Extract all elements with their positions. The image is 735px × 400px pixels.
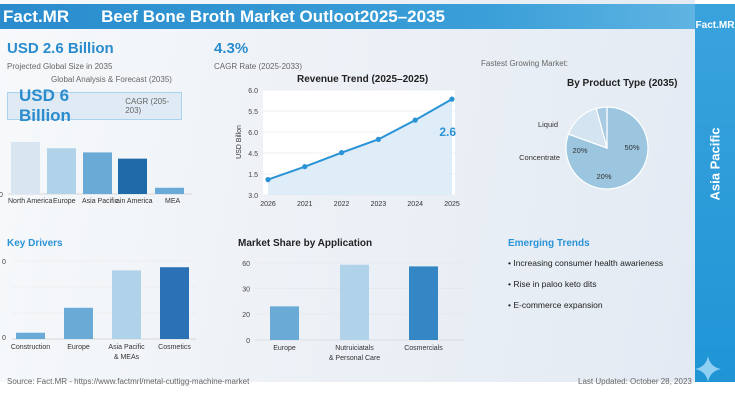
data-point [449,96,455,102]
x-tick-label: Asia Pacific [82,198,119,205]
y-tick-label: 1.5 [248,172,258,179]
y-tick-label: 4.5 [248,151,258,158]
callout-label: CAGR (205-203) [125,97,170,115]
y-tick-label: 3.0 [248,193,258,200]
y-tick-label: 0 [246,338,250,345]
series-line [267,98,453,181]
y-tick-label: 5.5 [248,109,258,116]
bar [112,270,141,339]
legend-label: Liquid [538,120,558,129]
bar [16,332,45,339]
page-title: Beef Bone Broth Market Outloot2025–2035 [101,6,446,26]
bar [64,307,93,339]
trend-item: • Rise in paloo keto dits [508,279,597,289]
callout-box: USD 6 Billion CAGR (205-203) [7,86,182,125]
x-tick-label: 2023 [371,201,387,208]
sidebar: Fact.MR Asia Pacific [695,4,735,382]
slice-label: 50% [624,143,639,152]
x-tick-label: Cosmercials [404,345,443,352]
y-tick-label: 0 [2,335,6,342]
slice-label: 20% [596,172,611,181]
x-tick-label: Europe [273,345,296,352]
data-point [265,177,271,183]
y-tick-label: 6.0 [248,88,258,95]
bar [83,152,112,194]
x-tick-label: Europe [53,198,76,205]
x-tick-label: MEA [165,198,181,205]
data-point [339,150,345,156]
x-tick-label: North America [8,198,52,205]
y-tick-label: 20 [242,312,250,319]
data-point [302,164,308,170]
x-tick-label: 2022 [334,201,350,208]
trends-list: • Increasing consumer health awarieness •… [508,258,663,321]
y-tick-label: 0 [0,192,3,199]
bar [409,266,438,340]
x-tick-label: 2026 [260,201,276,208]
trends-title: Emerging Trends [508,238,590,249]
header-bar: Fact.MR Beef Bone Broth Market Outloot20… [0,4,695,29]
market-share-title: Market Share by Application [238,238,373,249]
x-tick-label: 2024 [407,201,423,208]
y-tick-label: 6.0 [248,130,258,137]
bar [160,267,189,339]
bar [270,306,299,340]
bar [340,264,369,340]
slice-label: 20% [572,146,587,155]
size-value: USD 2.6 Billion [7,40,114,57]
last-updated: Last Updated: October 28, 2023 [578,377,692,386]
bar [11,142,40,194]
data-point [375,136,381,142]
analysis-label: Global Analysis & Forecast (2035) [51,75,172,84]
x-tick-label: Europe [67,344,90,351]
cagr-label: CAGR Rate (2025-2033) [214,62,303,71]
trend-title: Revenue Trend (2025–2025) [297,74,429,85]
sparkle-icon [695,356,721,382]
size-label: Projected Global Size in 2035 [7,62,113,71]
y-axis-label: USD Billon [236,125,243,159]
x-tick-label: 2021 [297,201,313,208]
bar [47,148,76,194]
bar [155,187,184,194]
x-tick-label: Construction [11,344,50,351]
callout-value: USD 6 Billion [19,86,71,125]
y-tick-label: 0 [2,259,6,266]
trend-item: • Increasing consumer health awarieness [508,258,664,268]
sidebar-logo: Fact.MR [695,20,735,31]
fastest-label: Fastest Growing Market: [481,59,569,68]
x-tick-label: ain America [116,198,153,205]
pie-slice [595,106,608,149]
logo: Fact.MR [3,6,70,26]
x-tick-label: & MEAs [114,354,140,361]
x-tick-label: Nutruiciatals [335,345,374,352]
annotation: 2.6 [439,125,456,139]
y-tick-label: 60 [242,261,250,268]
legend-label: Concentrate [519,153,560,162]
x-tick-label: Asia Pacific [108,344,145,351]
pie-title: By Product Type (2035) [567,78,678,89]
trend-item: • E-commerce expansion [508,300,603,310]
bar [118,158,147,194]
source-note: Source: Fact.MR - https://www.factmrl/me… [7,377,250,386]
sidebar-region: Asia Pacific [707,127,723,201]
key-drivers-title: Key Drivers [7,238,63,249]
x-tick-label: Cosmetics [158,344,191,351]
x-tick-label: 2025 [444,201,460,208]
x-tick-label: & Personal Care [329,355,380,362]
cagr-value: 4.3% [214,40,249,57]
data-point [412,117,418,123]
y-tick-label: 30 [242,287,250,294]
